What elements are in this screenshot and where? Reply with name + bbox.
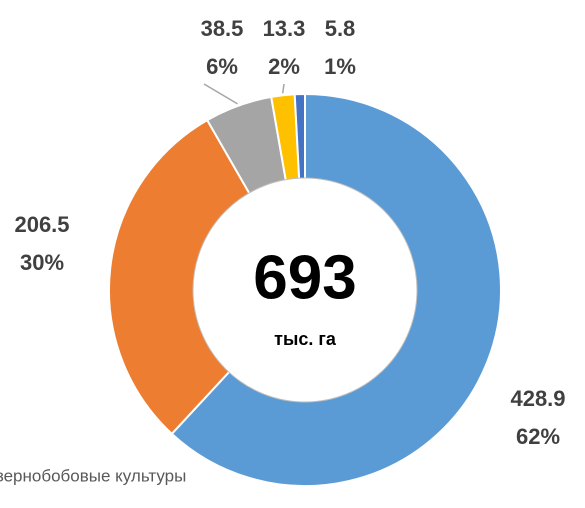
- legend-text: зернобобовые культуры: [0, 466, 186, 485]
- value-label: 5.8: [325, 16, 356, 41]
- value-label: 428.9: [510, 386, 565, 411]
- center-unit: тыс. га: [274, 329, 337, 349]
- center-hole: [192, 177, 418, 403]
- leader-line: [281, 83, 285, 94]
- percent-label: 6%: [206, 54, 238, 79]
- value-label: 206.5: [14, 212, 69, 237]
- percent-label: 30%: [20, 250, 64, 275]
- leader-line: [203, 83, 238, 105]
- percent-label: 1%: [324, 54, 356, 79]
- percent-label: 62%: [516, 424, 560, 449]
- center-value: 693: [253, 243, 356, 312]
- value-label: 38.5: [201, 16, 244, 41]
- value-label: 13.3: [263, 16, 306, 41]
- percent-label: 2%: [268, 54, 300, 79]
